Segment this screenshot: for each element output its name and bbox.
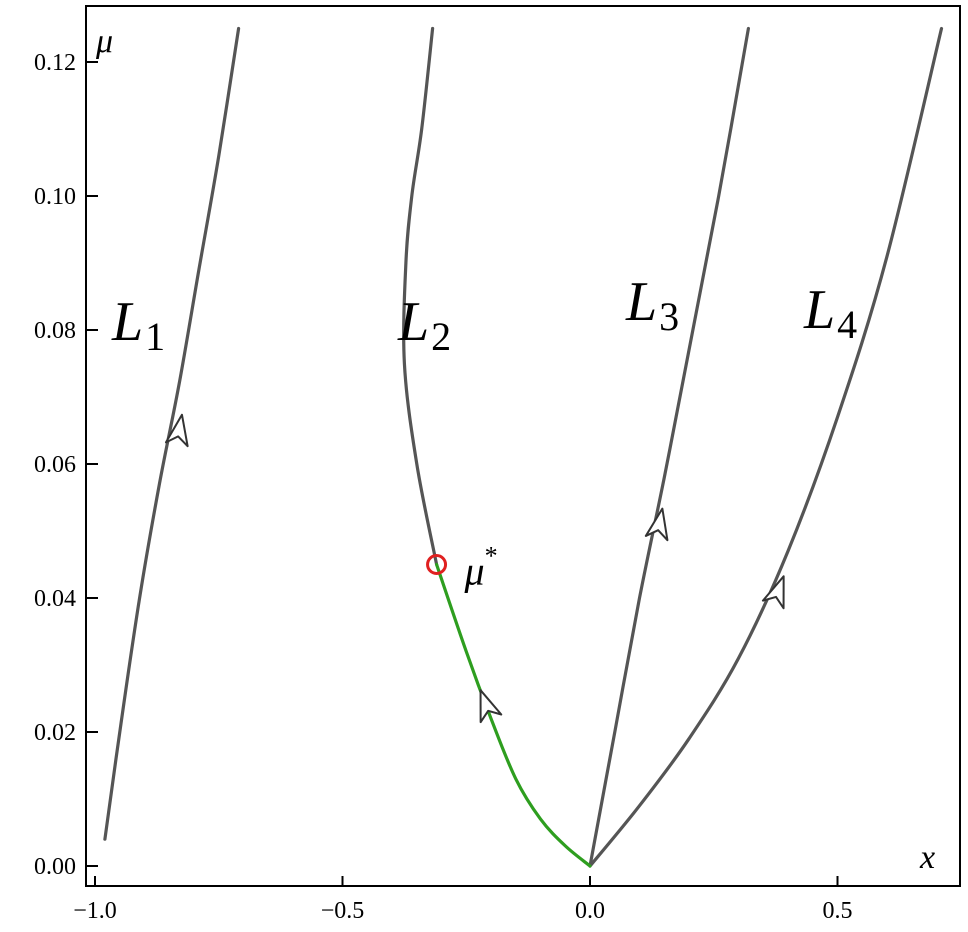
curve-label-2: L2 (397, 291, 451, 359)
x-axis-label: x (919, 839, 935, 876)
annotations: μ* (426, 542, 498, 594)
direction-arrow (761, 575, 785, 610)
series-line-1 (103, 26, 241, 841)
critical-point-label: μ* (464, 542, 498, 594)
y-tick-label: 0.12 (34, 50, 76, 76)
arrowhead-shape (479, 689, 503, 724)
stable-segment-line (435, 562, 592, 868)
curve-labels: L1 L2 L3 L4 (111, 271, 857, 359)
tick-marks (86, 61, 839, 886)
direction-arrow (164, 413, 189, 448)
direction-arrow (479, 689, 503, 724)
series-line-2 (402, 26, 439, 567)
y-tick-label: 0.02 (34, 720, 76, 746)
arrowhead-shape (164, 413, 189, 448)
x-tick-label: −1.0 (73, 898, 117, 924)
x-tick-label: −0.5 (321, 898, 365, 924)
y-axis-label: μ (95, 23, 113, 60)
series-line-3 (588, 26, 750, 868)
direction-arrow (644, 507, 669, 542)
tick-labels: −1.0 −0.5 0.0 0.5 0.00 0.02 0.04 0.06 0.08 0.10 0.… (34, 50, 853, 924)
direction-arrows (164, 413, 785, 724)
y-tick-label: 0.06 (34, 452, 76, 478)
arrowhead-shape (644, 507, 669, 542)
y-tick-label: 0.08 (34, 318, 76, 344)
critical-point-marker (426, 554, 448, 575)
x-tick-label: 0.5 (823, 898, 853, 924)
curve-label-1: L1 (111, 291, 165, 359)
y-tick-label: 0.10 (34, 184, 76, 210)
y-tick-label: 0.04 (34, 586, 76, 612)
curves (103, 26, 944, 868)
plot-frame (85, 5, 961, 887)
y-tick-label: 0.00 (34, 854, 76, 880)
series-line-4 (588, 26, 944, 868)
arrowhead-shape (761, 575, 785, 610)
curve-label-4: L4 (803, 279, 857, 347)
curve-label-3: L3 (625, 271, 679, 339)
x-tick-label: 0.0 (575, 898, 605, 924)
